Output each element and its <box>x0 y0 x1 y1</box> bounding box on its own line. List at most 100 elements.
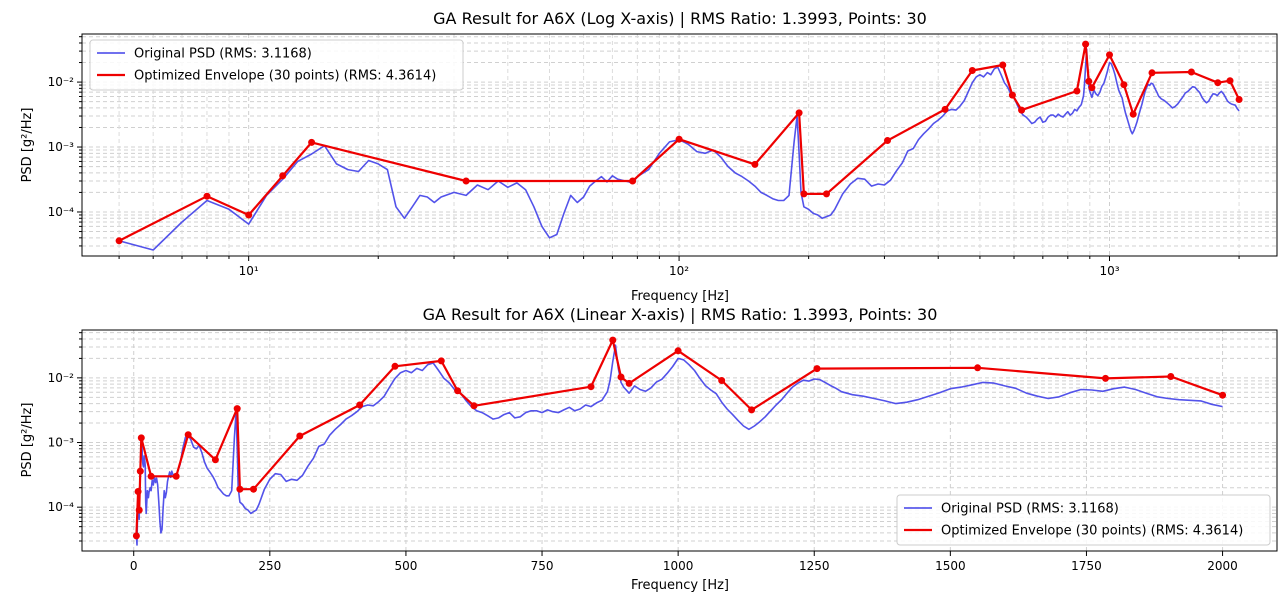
envelope-point <box>1129 110 1137 118</box>
envelope-point <box>203 192 211 200</box>
y-tick-label: 10⁻³ <box>48 436 75 450</box>
envelope-point <box>675 135 683 143</box>
optimized-envelope-line <box>135 339 1223 536</box>
x-tick-label: 10¹ <box>239 264 259 278</box>
envelope-point <box>172 472 180 480</box>
envelope-point <box>1235 96 1243 103</box>
legend-label-original: Original PSD (RMS: 3.1168) <box>134 47 312 62</box>
legend-label-envelope: Optimized Envelope (30 points) (RMS: 4.3… <box>134 69 436 84</box>
envelope-point <box>974 364 982 372</box>
legend: Original PSD (RMS: 3.1168) Optimized Enve… <box>89 39 464 91</box>
envelope-point <box>1120 81 1128 89</box>
envelope-point <box>1073 87 1081 95</box>
envelope-point <box>296 432 304 440</box>
ticks: 10⁻⁴ 10⁻³ 10⁻² 0 250 500 750 1000 1250 1500 1750 20… <box>48 332 1238 573</box>
legend: Original PSD (RMS: 3.1168) Optimized Enve… <box>896 494 1271 546</box>
envelope-point <box>800 190 808 198</box>
original-psd-line <box>118 48 1240 251</box>
y-tick-label: 10⁻⁴ <box>48 205 75 219</box>
envelope-point <box>135 506 143 514</box>
plot-frame <box>81 329 1278 552</box>
envelope-point <box>1187 68 1195 76</box>
x-tick-label: 10² <box>669 264 689 278</box>
envelope-point <box>884 137 891 144</box>
log-x-axis-chart: GA Result for A6X (Log X-axis) | RMS Rat… <box>20 9 1278 304</box>
envelope-point <box>1219 391 1227 399</box>
legend-label-original: Original PSD (RMS: 3.1168) <box>941 502 1119 517</box>
y-axis-label: PSD [g²/Hz] <box>20 108 35 183</box>
x-tick-label: 750 <box>531 559 554 573</box>
envelope-point <box>1106 51 1113 59</box>
ticks: 10⁻⁴ 10⁻³ 10⁻² 10¹ 10² 10³ <box>48 36 1240 278</box>
envelope-point <box>454 387 462 395</box>
envelope-point <box>1088 84 1096 92</box>
envelope-point <box>136 467 144 475</box>
envelope-point <box>184 431 192 439</box>
series-layer <box>115 40 1243 251</box>
optimized-envelope-line <box>118 43 1241 242</box>
envelope-point <box>1018 106 1026 114</box>
envelope-point <box>625 379 633 387</box>
legend-label-envelope: Optimized Envelope (30 points) (RMS: 4.3… <box>941 524 1243 539</box>
y-tick-label: 10⁻² <box>48 371 75 385</box>
envelope-point <box>1102 374 1109 382</box>
chart-title: GA Result for A6X (Linear X-axis) | RMS … <box>423 305 938 324</box>
chart-title: GA Result for A6X (Log X-axis) | RMS Rat… <box>433 9 927 28</box>
envelope-point <box>1226 77 1234 85</box>
envelope-point <box>795 109 803 117</box>
envelope-point <box>587 383 595 391</box>
y-tick-label: 10⁻² <box>48 75 75 89</box>
x-tick-label: 1000 <box>663 559 694 573</box>
x-tick-label: 1750 <box>1071 559 1102 573</box>
envelope-point <box>1085 77 1093 85</box>
legend-box <box>896 494 1271 546</box>
x-tick-label: 2000 <box>1207 559 1238 573</box>
envelope-point <box>211 456 219 464</box>
envelope-point <box>1167 373 1175 380</box>
x-tick-label: 0 <box>130 559 138 573</box>
envelope-point <box>437 357 445 365</box>
envelope-point <box>674 347 682 355</box>
envelope-point <box>629 177 637 185</box>
envelope-point <box>1082 40 1090 48</box>
x-tick-label: 1500 <box>935 559 966 573</box>
x-axis-label: Frequency [Hz] <box>631 578 729 593</box>
envelope-point <box>968 67 976 74</box>
envelope-point <box>718 377 726 384</box>
envelope-point <box>236 485 244 493</box>
envelope-point <box>132 532 140 540</box>
envelope-point <box>941 105 949 113</box>
envelope-point <box>470 402 478 410</box>
envelope-point <box>617 373 625 381</box>
envelope-point <box>999 61 1007 69</box>
linear-x-axis-chart: GA Result for A6X (Linear X-axis) | RMS … <box>20 305 1278 593</box>
legend-box <box>89 39 464 91</box>
envelope-point <box>813 365 821 373</box>
x-axis-label: Frequency [Hz] <box>631 289 729 304</box>
envelope-point <box>308 138 316 146</box>
envelope-point <box>233 405 241 413</box>
y-axis-label: PSD [g²/Hz] <box>20 403 35 478</box>
envelope-point <box>391 362 399 370</box>
envelope-point <box>1214 79 1222 87</box>
envelope-point <box>137 434 145 442</box>
envelope-point <box>609 336 617 344</box>
envelope-point <box>250 485 257 493</box>
envelope-point <box>115 237 123 245</box>
x-tick-label: 500 <box>394 559 417 573</box>
envelope-point <box>751 160 759 168</box>
envelope-point <box>134 488 142 495</box>
x-tick-label: 1250 <box>799 559 830 573</box>
y-tick-label: 10⁻⁴ <box>48 500 75 514</box>
envelope-point <box>1148 69 1156 77</box>
envelope-point <box>279 172 287 180</box>
original-psd-line <box>135 344 1223 546</box>
envelope-point <box>462 177 470 185</box>
envelope-point <box>748 406 756 414</box>
envelope-point <box>245 211 253 219</box>
envelope-point <box>147 472 155 480</box>
series-layer <box>132 336 1227 546</box>
y-tick-label: 10⁻³ <box>48 140 75 154</box>
envelope-point <box>823 190 830 198</box>
